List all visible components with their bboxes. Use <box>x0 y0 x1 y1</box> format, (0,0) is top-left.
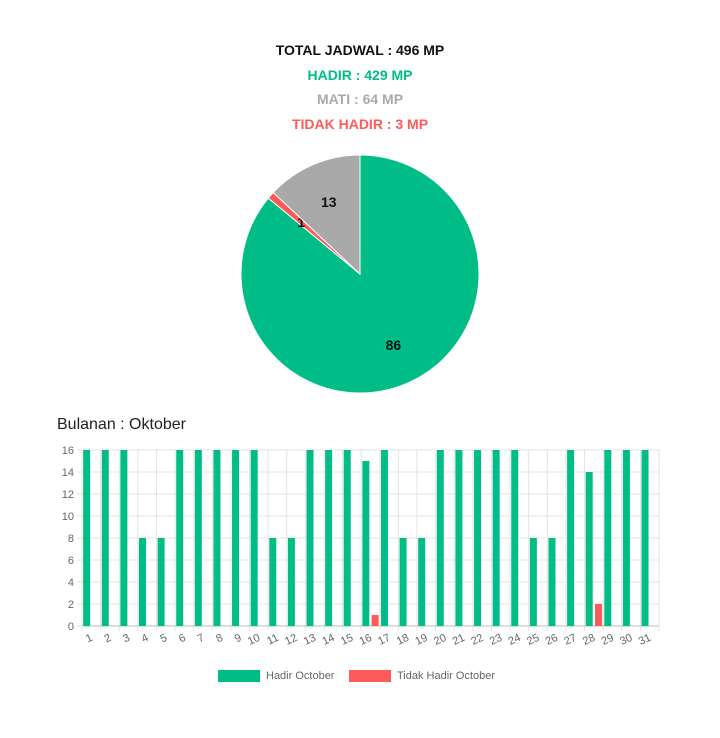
bar-tidak-hadir-day-16[interactable] <box>371 615 379 626</box>
x-tick-label: 31 <box>637 632 653 648</box>
legend-hadir-label: Hadir October <box>266 670 335 682</box>
bar-hadir-day-20[interactable] <box>436 450 444 626</box>
bar-hadir-day-30[interactable] <box>622 450 630 626</box>
bar-hadir-day-22[interactable] <box>474 450 482 626</box>
legend-hadir[interactable]: Hadir October <box>218 670 334 682</box>
pie-label-hadir: 86 <box>386 337 402 353</box>
x-tick-label: 29 <box>600 632 616 648</box>
bar-hadir-day-21[interactable] <box>455 450 463 626</box>
x-tick-label: 2 <box>103 632 114 645</box>
bar-hadir-day-11[interactable] <box>269 538 277 626</box>
x-tick-label: 17 <box>376 632 392 648</box>
bar-hadir-day-16[interactable] <box>362 461 370 626</box>
x-tick-label: 13 <box>302 632 318 648</box>
bar-tidak-hadir-day-28[interactable] <box>595 604 603 626</box>
bar-hadir-day-31[interactable] <box>641 450 649 626</box>
x-tick-label: 21 <box>451 632 467 648</box>
x-tick-label: 28 <box>581 632 597 648</box>
bar-hadir-day-24[interactable] <box>511 450 519 626</box>
x-tick-label: 8 <box>214 632 225 645</box>
bar-hadir-day-12[interactable] <box>287 538 295 626</box>
x-tick-label: 4 <box>140 632 151 645</box>
pie-label-mati: 13 <box>321 194 337 210</box>
x-tick-label: 27 <box>562 632 578 648</box>
bar-hadir-day-10[interactable] <box>250 450 258 626</box>
legend-tidak-hadir-swatch <box>349 670 391 682</box>
hadir-text: HADIR : 429 MP <box>307 67 413 83</box>
x-tick-label: 18 <box>395 632 411 648</box>
y-tick-label: 14 <box>62 467 74 479</box>
y-tick-label: 12 <box>62 489 74 501</box>
bar-hadir-day-18[interactable] <box>399 538 407 626</box>
x-tick-label: 23 <box>488 632 504 648</box>
x-tick-label: 24 <box>506 632 522 648</box>
x-tick-label: 15 <box>339 632 355 648</box>
y-tick-label: 10 <box>62 511 74 523</box>
y-tick-label: 6 <box>68 555 74 567</box>
x-tick-label: 25 <box>525 632 541 648</box>
x-tick-label: 11 <box>265 632 280 648</box>
legend-tidak-hadir[interactable]: Tidak Hadir October <box>349 670 495 682</box>
bar-hadir-day-15[interactable] <box>343 450 351 626</box>
x-tick-label: 14 <box>320 632 336 648</box>
total-jadwal-text: TOTAL JADWAL : 496 MP <box>275 42 445 58</box>
bar-hadir-day-4[interactable] <box>138 538 146 626</box>
bar-hadir-day-29[interactable] <box>604 450 612 626</box>
tidak-hadir-text: TIDAK HADIR : 3 MP <box>291 116 429 132</box>
x-tick-label: 3 <box>121 632 132 645</box>
y-tick-label: 16 <box>62 445 74 457</box>
monthly-title: Bulanan : Oktober <box>57 416 186 433</box>
x-tick-label: 26 <box>544 632 560 648</box>
bar-hadir-day-6[interactable] <box>176 450 184 626</box>
x-tick-label: 10 <box>246 632 262 648</box>
pie-slice-mati[interactable] <box>272 154 361 276</box>
bar-hadir-day-26[interactable] <box>548 538 556 626</box>
legend-tidak-hadir-label: Tidak Hadir October <box>397 670 496 682</box>
legend-hadir-swatch <box>218 670 260 682</box>
x-tick-label: 12 <box>283 632 299 648</box>
pie-label-tidak-hadir: 1 <box>297 214 305 230</box>
mati-text: MATI : 64 MP <box>316 91 404 107</box>
x-tick-label: 30 <box>618 632 634 648</box>
x-tick-label: 5 <box>158 632 169 645</box>
bar-hadir-day-7[interactable] <box>194 450 202 626</box>
bar-hadir-day-13[interactable] <box>306 450 314 626</box>
bar-hadir-day-8[interactable] <box>213 450 221 626</box>
x-tick-label: 22 <box>469 632 485 648</box>
x-tick-label: 6 <box>177 632 188 645</box>
y-tick-label: 4 <box>68 577 74 589</box>
y-tick-label: 2 <box>68 599 74 611</box>
bar-hadir-day-28[interactable] <box>585 472 593 626</box>
x-tick-label: 7 <box>196 632 207 645</box>
x-tick-label: 20 <box>432 632 448 648</box>
x-tick-label: 1 <box>84 632 95 645</box>
bar-hadir-day-27[interactable] <box>567 450 575 626</box>
bar-hadir-day-14[interactable] <box>325 450 333 626</box>
y-tick-label: 0 <box>68 621 74 633</box>
x-tick-label: 19 <box>413 632 429 648</box>
bar-hadir-day-5[interactable] <box>157 538 165 626</box>
bar-hadir-day-3[interactable] <box>120 450 128 626</box>
x-tick-label: 16 <box>358 632 374 648</box>
x-tick-label: 9 <box>233 632 244 645</box>
bar-hadir-day-23[interactable] <box>492 450 500 626</box>
bar-hadir-day-2[interactable] <box>101 450 109 626</box>
y-tick-label: 8 <box>68 533 74 545</box>
bar-hadir-day-25[interactable] <box>529 538 537 626</box>
bar-hadir-day-9[interactable] <box>232 450 240 626</box>
bar-hadir-day-1[interactable] <box>83 450 91 626</box>
bar-hadir-day-17[interactable] <box>380 450 388 626</box>
attendance-pie-chart: 86 1 13 <box>240 154 480 394</box>
bar-hadir-day-19[interactable] <box>418 538 426 626</box>
